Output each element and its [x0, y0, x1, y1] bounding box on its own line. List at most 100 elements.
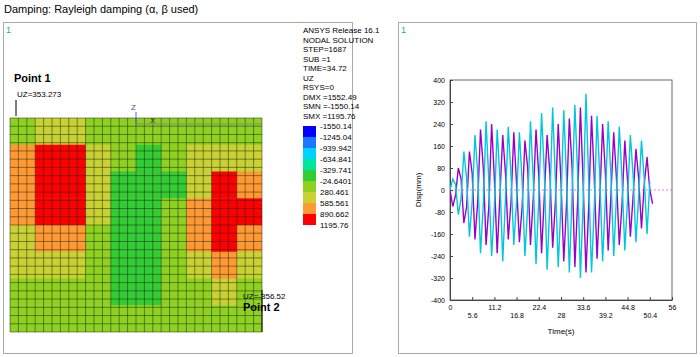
tick: 5.6: [468, 297, 478, 319]
tick: -80: [435, 209, 453, 216]
contour-cell: [237, 252, 262, 279]
mesh-line: [10, 134, 262, 135]
contour-cell: [60, 118, 86, 145]
mesh-line: [10, 167, 262, 168]
contour-cell: [86, 225, 112, 252]
contour-cell: [35, 225, 61, 252]
info-text: SMX =1195.76: [303, 112, 356, 121]
annotation: Point 1: [14, 72, 51, 84]
legend-swatch: [303, 137, 316, 148]
contour-cell: [161, 305, 187, 332]
tick-label: -80: [435, 209, 445, 216]
tick-mark: [450, 146, 453, 147]
tick-mark: [539, 297, 540, 300]
tick: 50.4: [643, 297, 657, 319]
legend-label: 280.461: [320, 188, 349, 197]
tick-mark: [450, 212, 453, 213]
tick-label: 50.4: [643, 312, 657, 319]
contour-cell: [60, 145, 86, 172]
tick-mark: [450, 297, 451, 300]
tick: 33.6: [577, 297, 591, 311]
contour-cell: [237, 198, 262, 225]
annotation: UZ=353.273: [17, 90, 62, 99]
tick-label: 240: [433, 121, 445, 128]
contour-cell: [212, 252, 238, 279]
tick-mark: [517, 297, 518, 300]
mesh-line: [10, 175, 262, 176]
contour-cell: [35, 252, 61, 279]
contour-cell: [111, 118, 137, 145]
y-axis-title: Disp(mm): [414, 172, 423, 207]
legend-label: 585.561: [320, 199, 349, 208]
plot-frame: [450, 80, 672, 300]
mesh-line: [10, 216, 262, 217]
tick-label: -400: [431, 297, 445, 304]
title: Damping: Rayleigh damping (α, β used): [4, 3, 198, 15]
contour-cell: [35, 305, 61, 332]
contour-cell: [35, 145, 61, 172]
contour-cell: [86, 118, 112, 145]
right-panel: [399, 23, 697, 354]
mesh-line: [10, 183, 262, 184]
panel-label: 1: [401, 25, 406, 35]
info-text: SUB =1: [303, 55, 331, 64]
contour-cell: [237, 118, 262, 145]
contour-cell: [186, 225, 212, 252]
legend-label: 890.662: [320, 210, 349, 219]
contour-cell: [212, 118, 238, 145]
tick-mark: [583, 297, 584, 300]
mesh-line: [10, 307, 262, 308]
contour-cell: [60, 225, 86, 252]
contour-cell: [86, 198, 112, 225]
mesh-line: [10, 200, 262, 201]
info-text: UZ: [303, 74, 314, 83]
tick-mark: [561, 297, 562, 300]
contour-cell: [10, 305, 36, 332]
mesh-line: [10, 299, 262, 300]
contour-cell: [212, 305, 238, 332]
tick: -400: [431, 297, 453, 304]
tick-mark: [494, 297, 495, 300]
mesh: [10, 118, 262, 332]
legend-label: -1550.14: [320, 122, 352, 131]
contour-cell: [136, 252, 162, 279]
mesh-line: [10, 257, 262, 258]
mesh-line: [10, 142, 262, 143]
x-axis: 05.611.216.822.42833.639.244.850.456: [449, 297, 677, 319]
tick-mark: [605, 297, 606, 300]
plot-lines: [450, 94, 672, 278]
tick-label: 5.6: [468, 312, 478, 319]
contour-cell: [111, 305, 137, 332]
contour-cell: [10, 198, 36, 225]
tick-label: 39.2: [599, 312, 613, 319]
mesh-line: [10, 159, 262, 160]
tick-mark: [450, 124, 453, 125]
annotation: UZ=-356.52: [243, 292, 286, 301]
tick-mark: [650, 297, 651, 300]
axis-line: [451, 300, 673, 301]
mesh-line: [10, 323, 262, 324]
legend-label: -1245.04: [320, 133, 352, 142]
tick-label: 44.8: [621, 304, 635, 311]
tick-label: 320: [433, 99, 445, 106]
contour-cell: [186, 198, 212, 225]
contour-cell: [60, 305, 86, 332]
contour-cell: [237, 145, 262, 172]
contour-cell: [212, 198, 238, 225]
annotation-pointer: [16, 100, 17, 116]
mesh-line: [10, 249, 262, 250]
mesh-line: [10, 266, 262, 267]
panel-label: 1: [6, 25, 11, 35]
contour-cell: [10, 118, 36, 145]
mesh-line: [10, 150, 262, 151]
tick-mark: [628, 297, 629, 300]
info-text: DMX =1552.49: [303, 93, 357, 102]
contour-cell: [111, 198, 137, 225]
triad-label: X: [150, 116, 156, 125]
mesh-line: [10, 274, 262, 275]
tick: -320: [431, 275, 453, 282]
contour-cell: [136, 225, 162, 252]
tick-label: 160: [433, 143, 445, 150]
contour-cell: [136, 198, 162, 225]
contour-cell: [35, 198, 61, 225]
